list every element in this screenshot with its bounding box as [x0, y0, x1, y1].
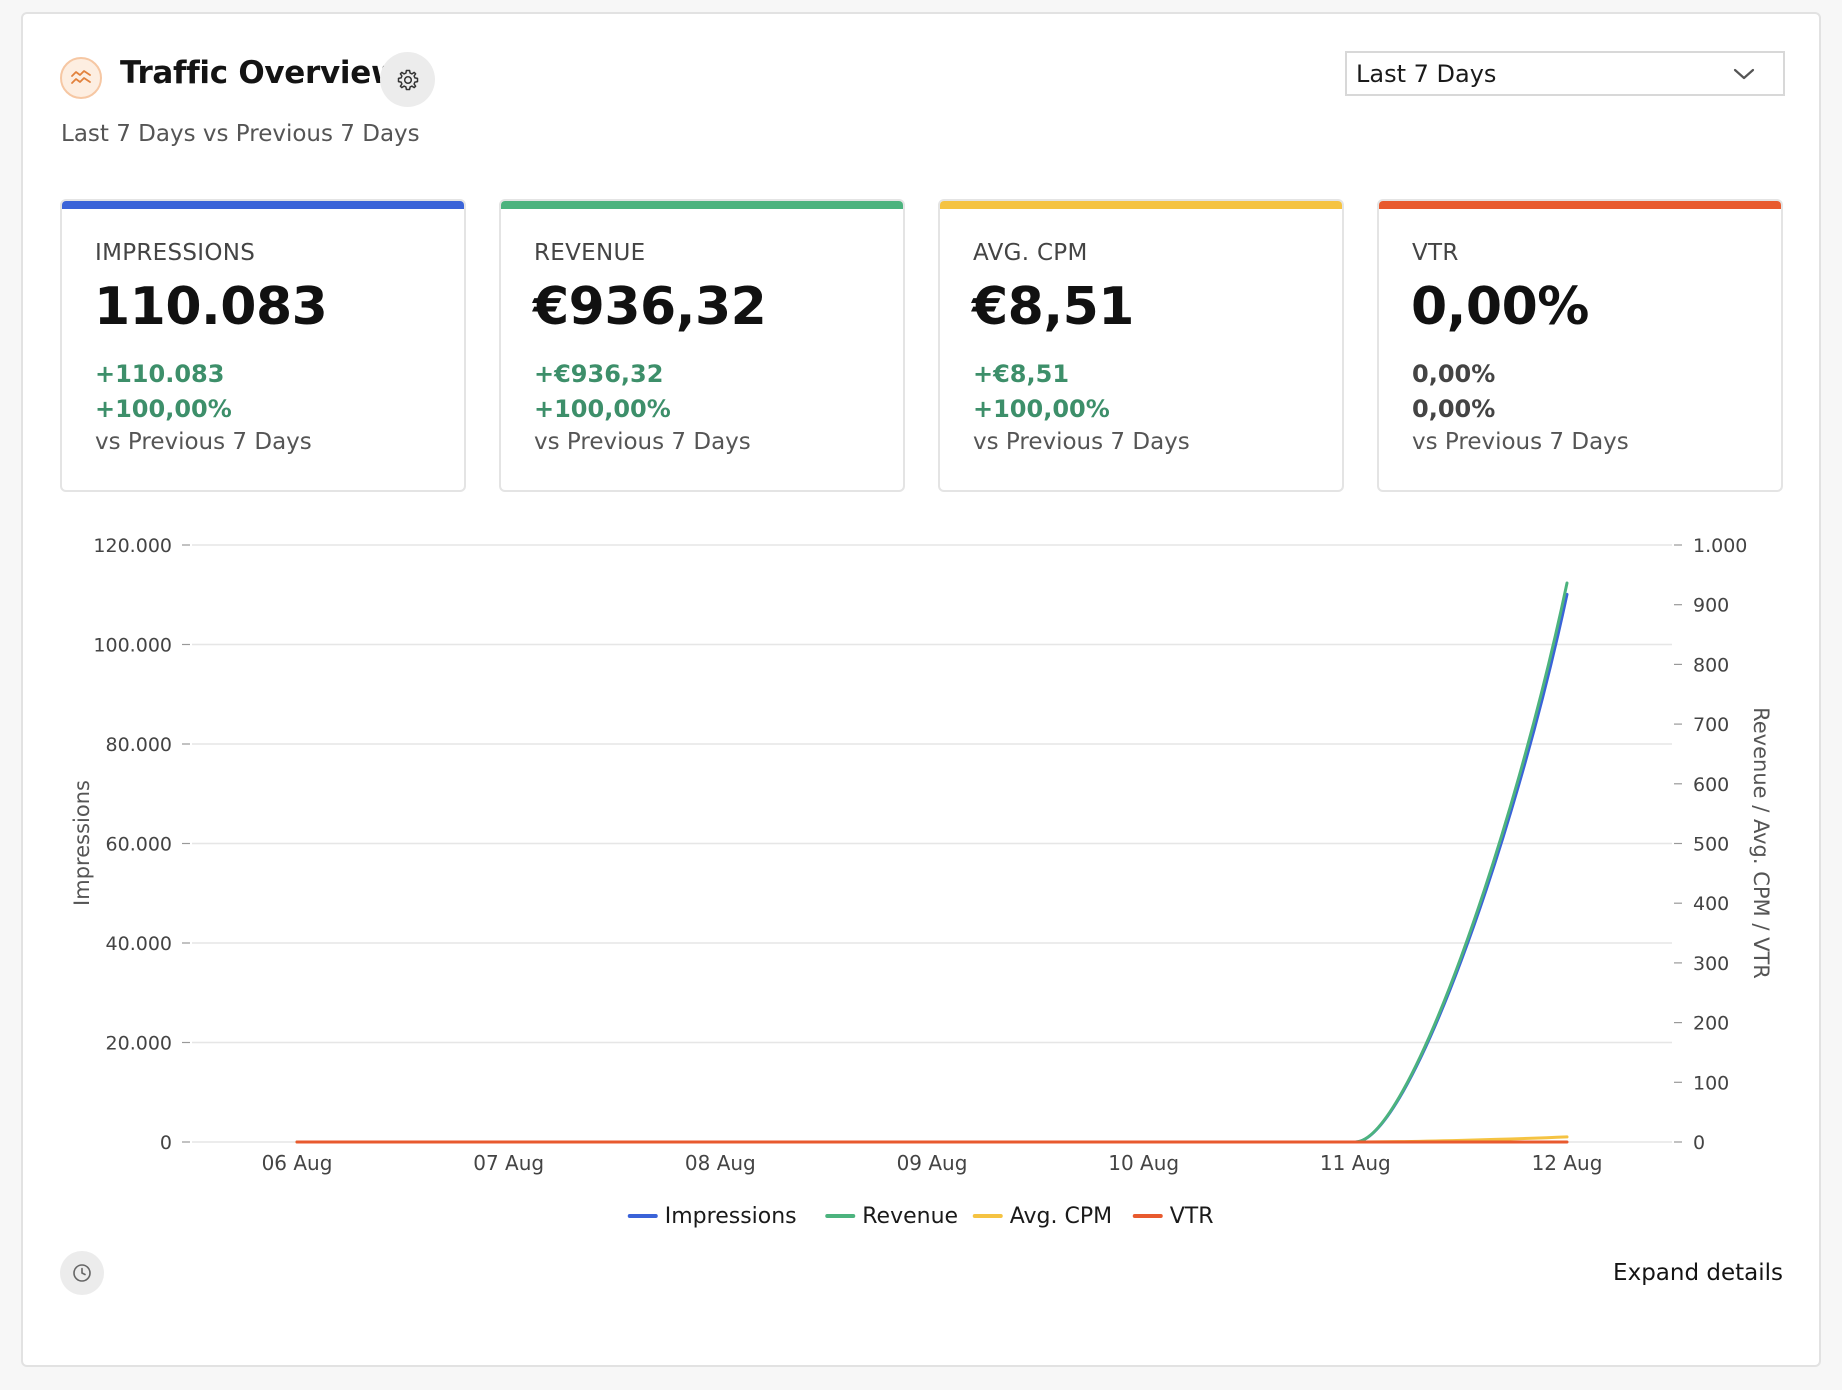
- x-tick-label: 06 Aug: [262, 1151, 333, 1175]
- date-range-value: Last 7 Days: [1356, 59, 1497, 88]
- y-left-tick-label: 60.000: [106, 834, 172, 856]
- y-right-tick-label: 400: [1693, 893, 1729, 915]
- x-tick-label: 08 Aug: [685, 1151, 756, 1175]
- kpi-value: 0,00%: [1411, 277, 1589, 337]
- kpi-delta-percent: +100,00%: [95, 395, 232, 423]
- kpi-card-avg-cpm: AVG. CPM €8,51 +€8,51 +100,00% vs Previo…: [938, 199, 1344, 492]
- y-right-tick-label: 1.000: [1693, 535, 1747, 557]
- kpi-label: AVG. CPM: [973, 240, 1088, 266]
- y-right-tick-label: 300: [1693, 953, 1729, 975]
- kpi-comparison: vs Previous 7 Days: [973, 429, 1190, 455]
- kpi-label: IMPRESSIONS: [95, 240, 256, 266]
- kpi-card-revenue: REVENUE €936,32 +€936,32 +100,00% vs Pre…: [499, 199, 905, 492]
- expand-details-link[interactable]: Expand details: [1613, 1260, 1783, 1286]
- x-tick-label: 07 Aug: [473, 1151, 544, 1175]
- page-subtitle: Last 7 Days vs Previous 7 Days: [61, 121, 420, 147]
- history-button[interactable]: [60, 1251, 104, 1295]
- kpi-comparison: vs Previous 7 Days: [1412, 429, 1629, 455]
- kpi-delta-percent: +100,00%: [973, 395, 1110, 423]
- y-right-axis-label: Revenue / Avg. CPM / VTR: [1749, 707, 1773, 979]
- x-tick-label: 09 Aug: [897, 1151, 968, 1175]
- y-right-tick-label: 900: [1693, 595, 1729, 617]
- kpi-delta-absolute: 0,00%: [1412, 360, 1496, 388]
- x-tick-label: 11 Aug: [1320, 1151, 1391, 1175]
- kpi-label: VTR: [1412, 240, 1459, 266]
- kpi-comparison: vs Previous 7 Days: [534, 429, 751, 455]
- kpi-delta-absolute: +110.083: [95, 360, 225, 388]
- y-left-tick-label: 120.000: [93, 535, 172, 557]
- kpi-label: REVENUE: [534, 240, 646, 266]
- kpi-accent-bar: [940, 201, 1342, 209]
- legend-label: VTR: [1170, 1204, 1214, 1229]
- y-right-tick-label: 600: [1693, 774, 1729, 796]
- y-right-tick-label: 0: [1693, 1132, 1705, 1154]
- y-right-tick-label: 800: [1693, 654, 1729, 676]
- chevron-down-icon: [1733, 68, 1755, 79]
- y-left-axis-label: Impressions: [70, 780, 94, 906]
- kpi-accent-bar: [1379, 201, 1781, 209]
- kpi-accent-bar: [62, 201, 464, 209]
- gear-icon: [397, 69, 418, 90]
- y-left-tick-label: 40.000: [106, 933, 172, 955]
- legend-label: Avg. CPM: [1010, 1204, 1112, 1229]
- kpi-delta-percent: +100,00%: [534, 395, 671, 423]
- series-line-revenue: [295, 581, 1569, 1144]
- y-right-tick-label: 700: [1693, 714, 1729, 736]
- kpi-delta-absolute: +€936,32: [534, 360, 664, 388]
- trend-chart-icon: [60, 57, 102, 99]
- legend-label: Revenue: [862, 1204, 958, 1229]
- kpi-comparison: vs Previous 7 Days: [95, 429, 312, 455]
- clock-icon: [73, 1264, 91, 1282]
- kpi-card-vtr: VTR 0,00% 0,00% 0,00% vs Previous 7 Days: [1377, 199, 1783, 492]
- y-left-tick-label: 100.000: [93, 635, 172, 657]
- kpi-value: €936,32: [533, 277, 767, 337]
- x-tick-label: 12 Aug: [1532, 1151, 1603, 1175]
- kpi-value: 110.083: [94, 277, 328, 337]
- y-right-tick-label: 500: [1693, 834, 1729, 856]
- kpi-card-impressions: IMPRESSIONS 110.083 +110.083 +100,00% vs…: [60, 199, 466, 492]
- y-left-tick-label: 0: [160, 1132, 172, 1154]
- y-left-tick-label: 80.000: [106, 734, 172, 756]
- kpi-delta-percent: 0,00%: [1412, 395, 1496, 423]
- y-left-tick-label: 20.000: [106, 1033, 172, 1055]
- date-range-select[interactable]: Last 7 Days: [1345, 51, 1785, 96]
- page-title: Traffic Overview: [120, 55, 400, 91]
- y-right-tick-label: 200: [1693, 1013, 1729, 1035]
- legend-label: Impressions: [665, 1204, 797, 1229]
- settings-button[interactable]: [380, 52, 435, 107]
- kpi-accent-bar: [501, 201, 903, 209]
- y-right-tick-label: 100: [1693, 1072, 1729, 1094]
- kpi-value: €8,51: [972, 277, 1134, 337]
- x-tick-label: 10 Aug: [1108, 1151, 1179, 1175]
- kpi-delta-absolute: +€8,51: [973, 360, 1070, 388]
- series-line-impressions: [295, 592, 1569, 1144]
